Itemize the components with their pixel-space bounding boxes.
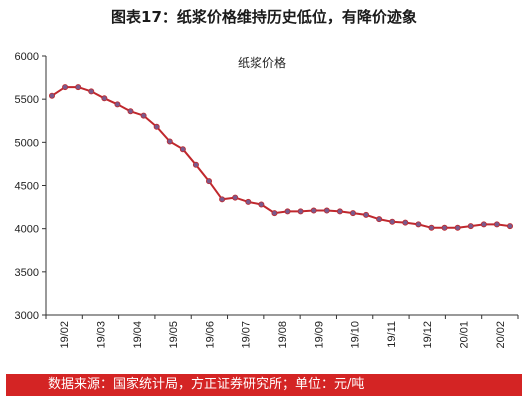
source-footer: 数据来源：国家统计局，方正证券研究所；单位：元/吨 bbox=[6, 374, 522, 396]
x-tick-label: 19/07 bbox=[241, 321, 253, 349]
data-point bbox=[127, 108, 134, 115]
data-point bbox=[62, 84, 69, 91]
x-tick-label: 19/11 bbox=[386, 321, 398, 348]
chart-title: 图表17：纸浆价格维持历史低位，有降价迹象 bbox=[111, 8, 417, 26]
data-point bbox=[506, 223, 513, 230]
data-point bbox=[245, 198, 252, 205]
data-point bbox=[179, 146, 186, 153]
x-tick-label: 19/12 bbox=[422, 321, 434, 349]
data-point bbox=[454, 224, 461, 231]
data-point bbox=[219, 196, 226, 203]
y-tick-label: 5500 bbox=[15, 94, 39, 106]
data-point bbox=[376, 216, 383, 223]
data-point bbox=[349, 210, 356, 217]
x-tick-label: 19/03 bbox=[95, 321, 107, 349]
data-point bbox=[310, 207, 317, 214]
data-point bbox=[140, 112, 147, 119]
data-point bbox=[49, 92, 56, 99]
data-point bbox=[75, 84, 82, 91]
data-point bbox=[467, 223, 474, 230]
data-point bbox=[101, 95, 108, 102]
x-tick-label: 19/09 bbox=[313, 321, 325, 349]
series-name-label: 纸浆价格 bbox=[238, 55, 286, 70]
data-point bbox=[493, 221, 500, 228]
data-point bbox=[192, 161, 199, 168]
data-point bbox=[166, 138, 173, 145]
y-tick-label: 4000 bbox=[15, 224, 39, 236]
data-point bbox=[441, 224, 448, 231]
x-tick-label: 19/02 bbox=[59, 321, 71, 349]
data-point bbox=[297, 208, 304, 215]
data-point bbox=[153, 123, 160, 130]
x-tick-label: 19/08 bbox=[277, 321, 289, 349]
data-point bbox=[402, 219, 409, 226]
series-line bbox=[51, 86, 511, 229]
data-point bbox=[284, 208, 291, 215]
y-tick-label: 6000 bbox=[15, 51, 39, 63]
data-point bbox=[336, 208, 343, 215]
data-point bbox=[232, 194, 239, 201]
x-tick-label: 19/05 bbox=[168, 321, 180, 349]
y-tick-label: 3500 bbox=[15, 267, 39, 279]
x-tick-label: 19/10 bbox=[350, 321, 362, 349]
y-tick-label: 3000 bbox=[15, 310, 39, 322]
data-point bbox=[363, 211, 370, 218]
data-point bbox=[258, 201, 265, 208]
data-point bbox=[271, 210, 278, 217]
y-tick-label: 5000 bbox=[15, 137, 39, 149]
data-point bbox=[480, 221, 487, 228]
data-point bbox=[428, 224, 435, 231]
y-tick-label: 4500 bbox=[15, 181, 39, 193]
data-point bbox=[389, 218, 396, 225]
x-tick-label: 20/01 bbox=[459, 321, 471, 349]
data-point bbox=[114, 101, 121, 108]
data-point bbox=[88, 88, 95, 95]
data-point bbox=[415, 221, 422, 228]
data-point bbox=[206, 178, 213, 185]
x-tick-label: 20/02 bbox=[495, 321, 507, 349]
x-tick-label: 19/04 bbox=[132, 321, 144, 349]
x-tick-label: 19/06 bbox=[204, 321, 216, 349]
data-point bbox=[323, 207, 330, 214]
